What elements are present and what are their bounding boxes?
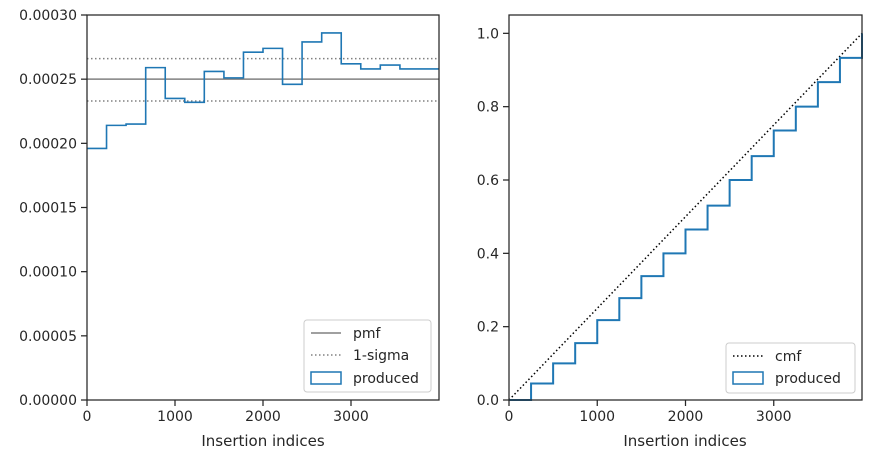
legend-produced-label: produced: [775, 371, 841, 387]
x-tick-label: 2000: [668, 409, 704, 425]
x-tick-label: 1000: [579, 409, 615, 425]
y-tick-label: 0.8: [477, 100, 499, 116]
legend-produced-label: produced: [353, 371, 419, 387]
histogram-marks: [87, 32, 439, 150]
y-tick-label: 0.4: [477, 246, 499, 262]
x-tick-label: 1000: [157, 409, 193, 425]
legend-box: [303, 319, 432, 393]
x-tick-label: 0: [505, 409, 514, 425]
legend-produced-swatch: [732, 371, 764, 385]
y-tick-label: 0.00025: [19, 72, 77, 88]
y-tick-label: 0.00020: [19, 136, 77, 152]
histogram-legend: pmf 1-sigma produced: [303, 319, 432, 393]
y-tick-label: 0.00030: [19, 8, 77, 24]
y-tick-label: 1.0: [477, 26, 499, 42]
produced-step-line: [87, 32, 439, 150]
x-tick-label: 3000: [333, 409, 369, 425]
legend-pmf-label: pmf: [353, 326, 382, 342]
cumulative-xlabel: Insertion indices: [623, 432, 746, 450]
y-tick-label: 0.2: [477, 320, 499, 336]
histogram-axes-frame: [86, 14, 440, 401]
y-tick-label: 0.0: [477, 393, 499, 409]
cumulative-marks: [508, 32, 863, 401]
cumulative-legend: cmf produced: [725, 342, 856, 394]
y-tick-label: 0.00010: [19, 265, 77, 281]
x-tick-label: 3000: [756, 409, 792, 425]
x-tick-label: 2000: [245, 409, 281, 425]
x-tick-label: 0: [83, 409, 92, 425]
cumulative-panel: 0 1000 2000 3000 0.0 0.2 0.4 0.6 0.8 1.0 Insertio…: [477, 14, 863, 450]
histogram-xlabel: Insertion indices: [201, 432, 324, 450]
produced-line: [509, 33, 863, 401]
histogram-ticks: 0 1000 2000 3000 0.00000 0.00005 0.00010 0.0001…: [19, 8, 369, 425]
y-tick-label: 0.00005: [19, 329, 77, 345]
legend-sigma-label: 1-sigma: [353, 348, 409, 364]
legend-cmf-label: cmf: [775, 349, 802, 365]
cumulative-ticks: 0 1000 2000 3000 0.0 0.2 0.4 0.6 0.8 1.0: [477, 26, 792, 425]
cumulative-axes-frame: [508, 14, 863, 401]
y-tick-label: 0.6: [477, 173, 499, 189]
cmf-line: [508, 32, 863, 401]
legend-produced-swatch: [310, 371, 342, 385]
y-tick-label: 0.00015: [19, 201, 77, 217]
y-tick-label: 0.00000: [19, 393, 77, 409]
histogram-panel: 0 1000 2000 3000 0.00000 0.00005 0.00010 0.0001…: [19, 8, 440, 450]
